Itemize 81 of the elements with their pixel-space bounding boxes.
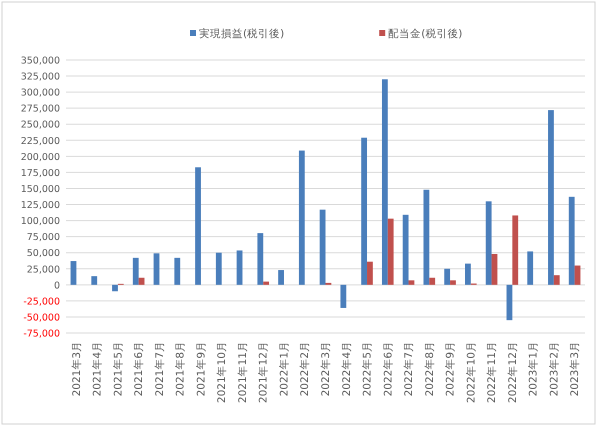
x-tick-label: 2023年2月 (548, 341, 560, 396)
bar (506, 284, 512, 320)
bar (548, 110, 554, 285)
legend-label: 実現損益(税引後) (199, 27, 284, 40)
bar (340, 284, 346, 308)
x-tick-label: 2022年12月 (506, 341, 519, 404)
x-tick-label: 2022年5月 (362, 341, 374, 396)
y-tick-label: 250,000 (20, 120, 60, 131)
bar (367, 262, 373, 285)
bar (236, 250, 242, 285)
y-tick-label: -25,000 (23, 296, 60, 308)
y-tick-label: 325,000 (20, 72, 60, 83)
bar (429, 278, 436, 285)
y-tick-label: 350,000 (20, 56, 60, 66)
y-tick-label: 175,000 (20, 168, 60, 179)
x-tick-label: 2022年9月 (444, 341, 457, 396)
x-tick-label: 2022年8月 (424, 341, 436, 396)
bar (154, 253, 160, 285)
bar (408, 280, 414, 285)
y-tick-label: 50,000 (26, 248, 60, 260)
bar (361, 138, 368, 285)
bar (132, 258, 139, 285)
y-tick-label: -50,000 (23, 312, 60, 324)
x-tick-label: 2022年11月 (486, 341, 498, 404)
bar (486, 201, 492, 285)
y-tick-label: 300,000 (20, 88, 60, 99)
y-tick-label: 225,000 (20, 136, 60, 147)
x-tick-label: 2021年10月 (216, 341, 228, 404)
x-tick-label: 2021年4月 (92, 341, 104, 396)
y-tick-label: 200,000 (20, 152, 60, 163)
y-tick-label: 150,000 (20, 184, 60, 195)
y-tick-label: -75,000 (23, 328, 60, 340)
x-tick-label: 2023年3月 (569, 341, 582, 396)
bar (257, 233, 264, 285)
bar (91, 276, 98, 285)
x-tick-label: 2022年3月 (320, 341, 332, 396)
bar (216, 252, 222, 285)
x-tick-label: 2021年11月 (236, 341, 249, 404)
bar (112, 284, 118, 292)
bar (298, 150, 305, 285)
bar (388, 218, 394, 285)
legend-label: 配当金(税引後) (388, 27, 462, 40)
x-tick-label: 2021年6月 (133, 341, 146, 396)
x-tick-label: 2022年4月 (340, 341, 353, 396)
x-tick-label: 2022年10月 (465, 341, 478, 404)
bar (444, 268, 450, 285)
x-tick-label: 2022年7月 (403, 341, 416, 396)
y-tick-label: 125,000 (20, 200, 60, 212)
bar (527, 251, 534, 285)
bar (568, 196, 575, 285)
bar (402, 214, 409, 285)
x-tick-label: 2021年9月 (195, 341, 208, 396)
x-tick-label: 2023年1月 (528, 341, 540, 396)
bar (574, 266, 580, 285)
x-tick-label: 2022年2月 (299, 341, 312, 396)
x-tick-label: 2021年7月 (154, 341, 166, 396)
x-tick-label: 2021年12月 (258, 341, 270, 404)
bar (70, 261, 76, 285)
bar (138, 278, 144, 285)
x-tick-label: 2021年5月 (112, 341, 124, 396)
y-tick-label: 75,000 (26, 232, 60, 244)
bar (263, 282, 270, 285)
y-tick-label: 25,000 (26, 264, 60, 276)
y-tick-label: 0 (54, 280, 60, 292)
x-tick-label: 2021年8月 (174, 341, 187, 396)
bar (195, 167, 201, 285)
bar (174, 258, 180, 285)
x-tick-label: 2021年3月 (70, 341, 83, 396)
bar (554, 275, 560, 285)
bar (423, 190, 430, 285)
bar (492, 254, 498, 285)
y-tick-label: 100,000 (20, 216, 60, 228)
bar (450, 280, 456, 285)
bar (512, 215, 518, 285)
bar (278, 270, 284, 285)
bar (382, 79, 388, 285)
x-tick-label: 2022年6月 (382, 341, 394, 396)
y-tick-label: 275,000 (20, 104, 60, 115)
bar (320, 210, 326, 285)
bar (465, 264, 471, 285)
x-tick-label: 2022年1月 (278, 341, 290, 396)
